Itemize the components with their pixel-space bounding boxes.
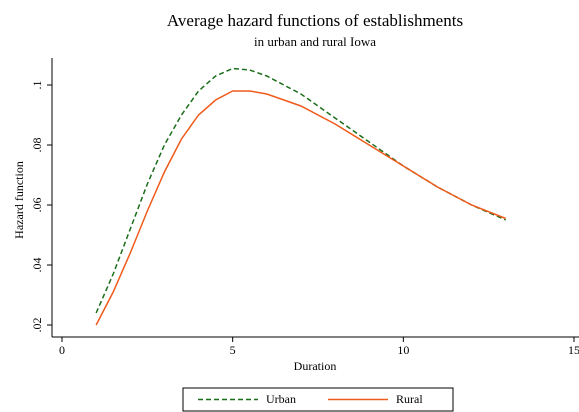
y-axis-label: Hazard function <box>12 161 26 239</box>
y-tick-label: .1 <box>30 81 44 90</box>
legend-label: Rural <box>396 392 423 406</box>
x-tick-label: 15 <box>568 343 579 357</box>
line-series <box>95 90 507 326</box>
y-tick-label: .08 <box>30 138 44 153</box>
x-tick-label: 0 <box>59 343 65 357</box>
chart-subtitle: in urban and rural Iowa <box>254 34 376 49</box>
legend-label: Urban <box>266 392 296 406</box>
y-tick-label: .04 <box>30 258 44 273</box>
legend-box <box>182 387 454 412</box>
x-axis-label: Duration <box>294 359 337 373</box>
chart-title: Average hazard functions of establishmen… <box>167 11 463 30</box>
x-tick-label: 10 <box>397 343 409 357</box>
y-tick-label: .02 <box>30 318 44 333</box>
y-tick-label: .06 <box>30 198 44 213</box>
x-tick-label: 5 <box>230 343 236 357</box>
